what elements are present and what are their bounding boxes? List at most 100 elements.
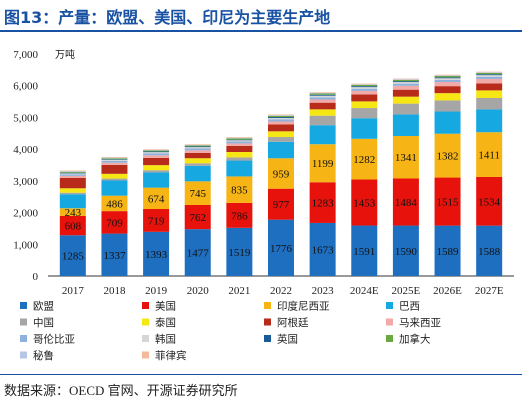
bar-segment (184, 181, 211, 205)
legend-swatch (264, 302, 271, 309)
bar-segment (392, 79, 419, 80)
bar-segment (226, 160, 253, 177)
bar-segment (101, 160, 128, 163)
bar-segment (476, 74, 503, 76)
bar-segment (268, 158, 294, 189)
bar-segment (101, 178, 128, 181)
bar-segment (101, 157, 128, 158)
bar-segment (476, 109, 503, 133)
bar-segment (268, 131, 294, 138)
data-label: 243 (65, 207, 82, 219)
legend-label: 中国 (33, 316, 54, 329)
bar-segment (309, 125, 336, 145)
data-label: 1382 (437, 151, 459, 163)
data-label: 786 (231, 210, 248, 222)
x-tick-label: 2019 (145, 285, 168, 297)
x-tick-label: 2018 (103, 285, 126, 297)
data-label: 1285 (62, 251, 85, 263)
bar-segment (434, 177, 461, 226)
data-label: 1477 (187, 248, 210, 260)
legend-label: 哥伦比亚 (33, 333, 75, 346)
x-tick-label: 2022 (270, 285, 292, 297)
x-tick-label: 2027E (475, 285, 504, 297)
bar-segment (143, 170, 170, 173)
legend-swatch (386, 302, 393, 309)
y-tick-label: 7,000 (13, 49, 38, 61)
bar-segment (392, 225, 419, 276)
bar-segment (226, 137, 253, 138)
bar-segment (434, 111, 461, 134)
bar-segment (59, 171, 86, 172)
bar-segment (143, 187, 170, 210)
bar-segment (143, 150, 170, 152)
legend-label: 加拿大 (399, 333, 431, 346)
legend-label: 欧盟 (33, 301, 54, 313)
bar-segment (476, 90, 503, 98)
bar-segment (351, 84, 378, 85)
bar-segment (184, 152, 211, 159)
legend-swatch (142, 318, 149, 326)
bar-segment (476, 72, 503, 75)
x-tick-label: 2020 (187, 285, 210, 297)
bar-segment (184, 144, 211, 145)
x-axis: 2017 2018 2019 2020 2021 2022 2023 2024E 2025E 20… (62, 285, 504, 297)
y-tick-label: 6,000 (13, 81, 38, 93)
y-tick-label: 0 (33, 271, 39, 283)
data-label: 1199 (312, 158, 334, 170)
bar-segment (226, 141, 253, 144)
bar-segment (392, 85, 419, 90)
source-note: 数据来源：OECD 官网、开源证券研究所 (4, 383, 238, 398)
bar-segment (184, 229, 211, 276)
bar-segment (184, 165, 211, 182)
bar-segment (143, 157, 170, 166)
legend-label: 印度尼西亚 (277, 300, 330, 313)
bar-segment (184, 158, 211, 164)
legend-swatch (264, 318, 271, 326)
y-tick-label: 2,000 (13, 208, 38, 220)
bar-segment (351, 88, 378, 91)
bar-segment (392, 83, 419, 86)
data-label: 1591 (353, 246, 375, 258)
x-tick-label: 2023 (312, 285, 335, 297)
bar-segment (226, 140, 253, 142)
legend-label: 英国 (277, 333, 298, 346)
data-label: 1484 (395, 197, 418, 209)
bar-segment (351, 84, 378, 87)
data-label: 1393 (145, 249, 168, 261)
bar-segment (226, 137, 253, 139)
legend-label: 阿根廷 (277, 316, 309, 329)
data-label: 835 (231, 185, 248, 197)
bar-segment (351, 86, 378, 88)
bar-segment (476, 83, 503, 91)
bar-segment (268, 137, 294, 142)
bar-segment (143, 151, 170, 153)
bar-segment (101, 159, 128, 160)
bar-segment (59, 170, 86, 172)
bar-segment (309, 99, 336, 103)
bar-segment (434, 225, 461, 276)
bar-segment (101, 173, 128, 179)
data-label: 1534 (478, 196, 501, 208)
bar-segment (101, 157, 128, 159)
bar-segment (101, 233, 128, 276)
bar-segment (309, 93, 336, 95)
bar-segment (143, 153, 170, 156)
bar-segment (309, 144, 336, 183)
data-label: 1776 (270, 243, 293, 255)
data-label: 1341 (395, 152, 417, 164)
legend-label: 美国 (155, 300, 176, 313)
legend-swatch (386, 318, 393, 326)
data-label: 719 (148, 215, 165, 227)
bar-segment (392, 82, 419, 84)
data-label: 1411 (478, 150, 500, 162)
figure-title: 图13：产量：欧盟、美国、印尼为主要生产地 (4, 8, 331, 27)
bar-segment (226, 151, 253, 158)
bar-segment (434, 78, 461, 80)
bar-segment (309, 94, 336, 96)
bar-segment (226, 202, 253, 228)
legend-swatch (20, 302, 27, 309)
bar-segment (309, 109, 336, 116)
bar-segment (392, 135, 419, 179)
bar-segment (434, 74, 461, 76)
bar-segment (59, 173, 86, 175)
